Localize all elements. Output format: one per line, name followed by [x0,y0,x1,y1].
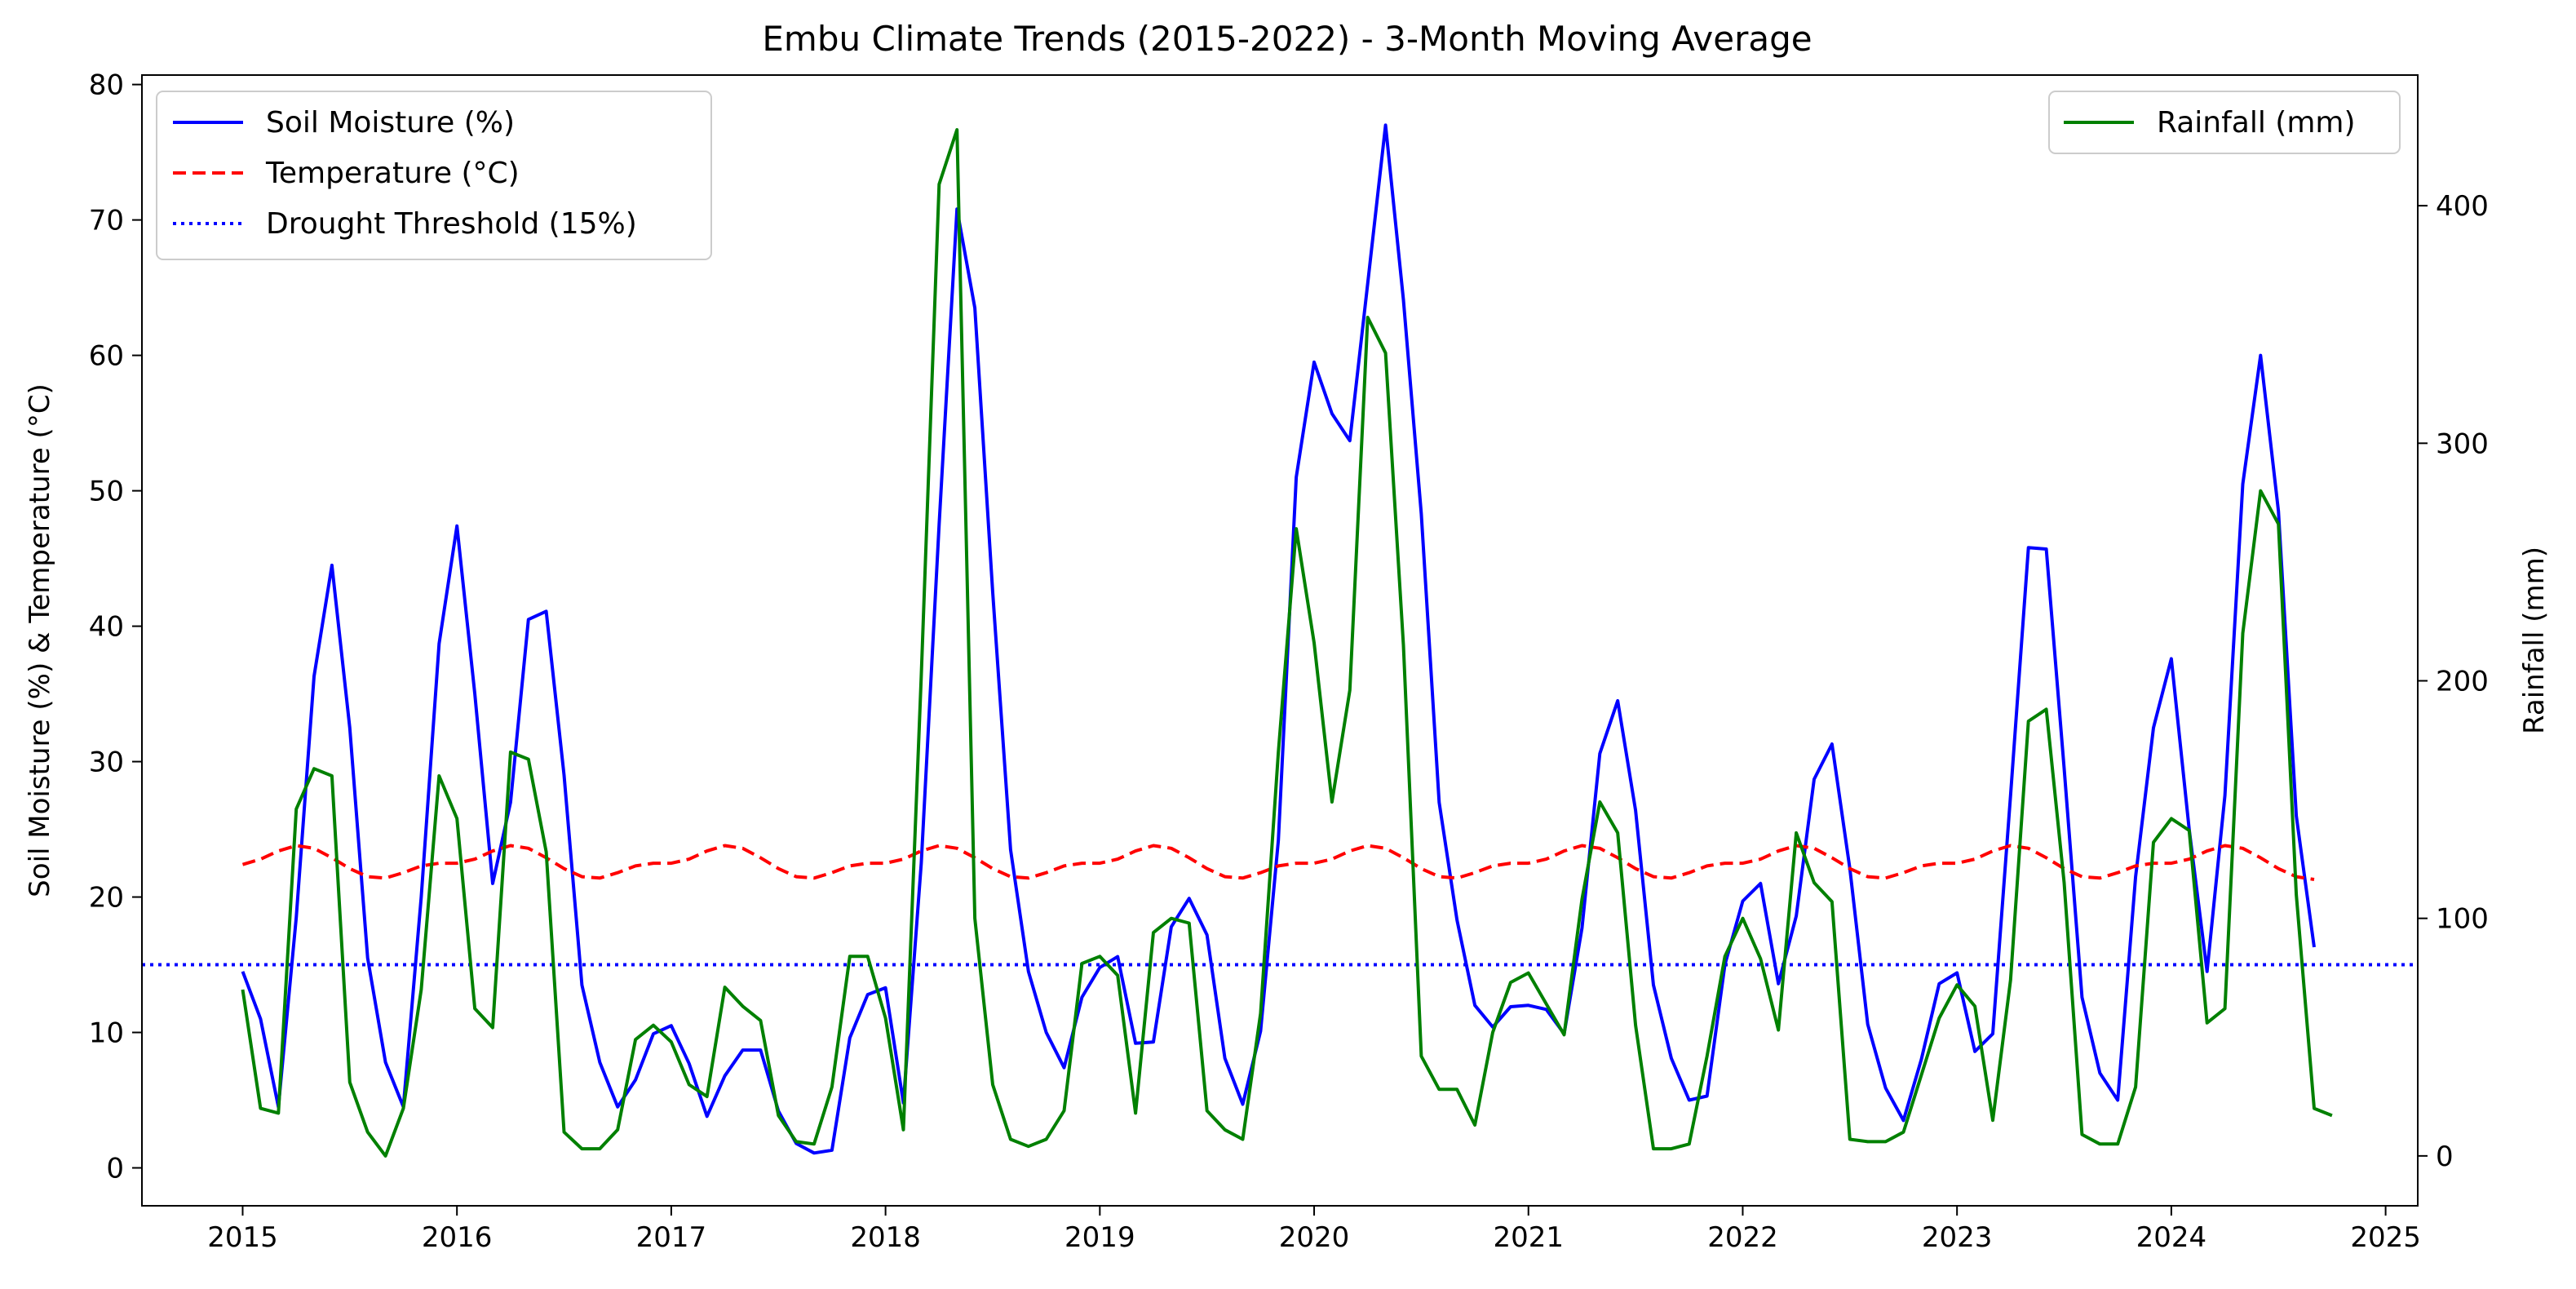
legend-temperature-label: Temperature (°C) [265,157,520,190]
y-left-tick-label: 50 [89,476,124,508]
legend-drought-threshold-label: Drought Threshold (15%) [266,207,637,241]
x-tick-label: 2022 [1707,1221,1778,1254]
y-right-tick-label: 100 [2436,903,2489,936]
legend-soil-moisture-label: Soil Moisture (%) [266,106,515,140]
temperature-line [241,844,2315,881]
soil-moisture-line [241,123,2316,1155]
y-left-tick-label: 60 [89,340,124,373]
legend-rainfall-label: Rainfall (mm) [2157,106,2356,140]
x-tick-label: 2017 [636,1221,707,1254]
y-axis-left-label: Soil Moisture (%) & Temperature (°C) [24,383,56,897]
y-axis-right-label: Rainfall (mm) [2518,547,2551,734]
legend-right: Rainfall (mm) [2048,91,2401,154]
y-left-tick-label: 10 [89,1017,124,1050]
y-left-tick-label: 20 [89,882,124,915]
y-right-tick-label: 200 [2436,666,2489,698]
y-left-tick-label: 30 [89,746,124,779]
y-left-tick-label: 40 [89,611,124,644]
x-tick-label: 2019 [1064,1221,1135,1254]
x-tick-label: 2025 [2350,1221,2421,1254]
plot-frame [141,74,2419,1207]
y-left-tick-label: 0 [106,1153,124,1185]
y-left-tick-label: 80 [89,69,124,102]
x-tick-label: 2021 [1493,1221,1564,1254]
y-right-tick-label: 400 [2436,190,2489,223]
y-right-tick-label: 0 [2436,1141,2454,1173]
x-tick-label: 2015 [207,1221,278,1254]
x-tick-label: 2016 [422,1221,493,1254]
x-tick-label: 2023 [1922,1221,1993,1254]
chart-title: Embu Climate Trends (2015-2022) - 3-Mont… [762,19,1812,59]
y-left-tick-label: 70 [89,205,124,237]
y-right-tick-label: 300 [2436,427,2489,460]
x-tick-label: 2024 [2136,1221,2207,1254]
rainfall-line [241,128,2333,1158]
legend-left: Soil Moisture (%) Temperature (°C) Droug… [156,91,712,260]
x-tick-label: 2018 [850,1221,921,1254]
x-tick-label: 2020 [1279,1221,1350,1254]
